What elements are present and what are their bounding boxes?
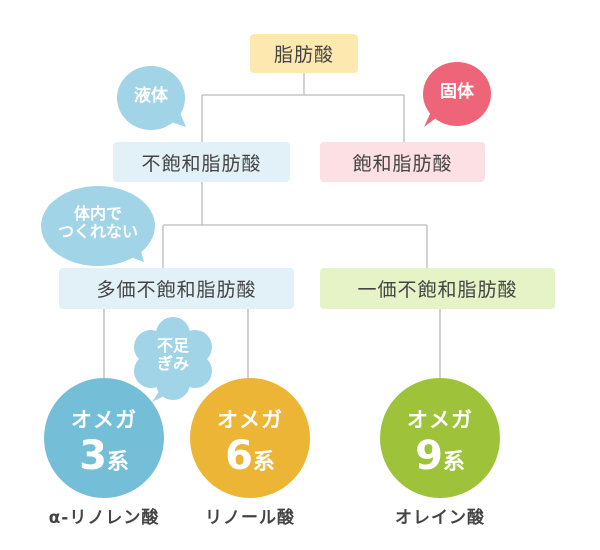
omega-suffix: 系 [442, 450, 465, 475]
cannot-make-bubble-shape [41, 186, 155, 266]
omega-6-circle: オメガ 6系 [190, 378, 310, 498]
omega-label: オメガ [217, 408, 283, 432]
bubble-line: 不足 [156, 336, 189, 355]
omega-suffix: 系 [252, 450, 275, 475]
omega-number: 3 [79, 433, 107, 479]
bubble-line: ぎみ [156, 353, 189, 373]
fatty-acid-box: 脂肪酸 [250, 34, 358, 73]
unsaturated-fatty-acid-box: 不飽和脂肪酸 [113, 142, 290, 182]
omega-number: 6 [225, 433, 253, 479]
solid-bubble-shape [423, 62, 491, 127]
bubble-line: 体内で [73, 204, 122, 223]
deficient-cloud-shape [134, 317, 212, 402]
liquid-bubble: 液体 [134, 86, 168, 106]
deficient-bubble: 不足 ぎみ [143, 337, 203, 372]
linoleic-acid-label: リノール酸 [205, 508, 295, 528]
omega-label: オメガ [71, 408, 137, 432]
omega-number: 9 [415, 433, 443, 479]
omega-3-circle: オメガ 3系 [44, 378, 164, 498]
polyunsaturated-box: 多価不飽和脂肪酸 [59, 268, 294, 309]
cannot-make-bubble: 体内で つくれない [41, 205, 155, 240]
oleic-acid-label: オレイン酸 [395, 508, 485, 528]
alpha-linolenic-acid-label: α-リノレン酸 [48, 508, 160, 528]
solid-bubble: 固体 [440, 82, 474, 102]
omega-label: オメガ [407, 408, 473, 432]
omega-suffix: 系 [106, 450, 129, 475]
saturated-fatty-acid-box: 飽和脂肪酸 [320, 142, 485, 182]
liquid-bubble-shape [117, 66, 186, 130]
monounsaturated-box: 一価不飽和脂肪酸 [320, 268, 555, 309]
omega-9-circle: オメガ 9系 [380, 378, 500, 498]
bubble-line: つくれない [57, 221, 138, 241]
